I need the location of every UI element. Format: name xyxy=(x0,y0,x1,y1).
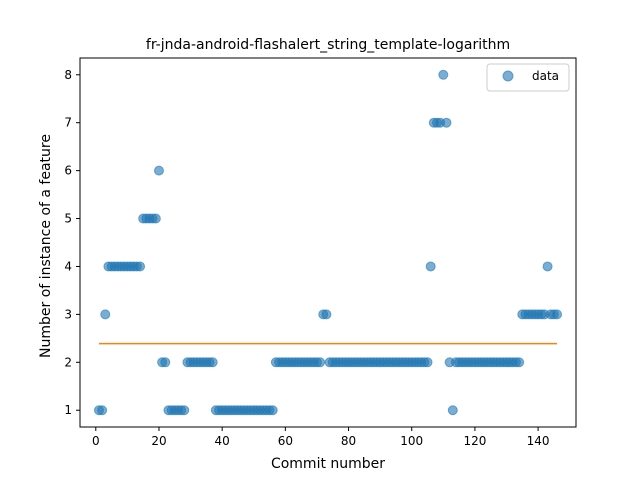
legend-label-data: data xyxy=(532,69,559,83)
data-point xyxy=(552,309,563,320)
x-tick-label: 140 xyxy=(527,434,550,448)
data-point xyxy=(153,165,164,176)
data-point xyxy=(135,261,146,272)
points-layer xyxy=(93,69,563,416)
y-tick-label: 2 xyxy=(64,355,72,369)
data-point xyxy=(150,213,161,224)
x-tick-label: 120 xyxy=(463,434,486,448)
data-point xyxy=(179,405,190,416)
x-axis-label: Commit number xyxy=(271,456,385,472)
data-point xyxy=(447,405,458,416)
chart-title: fr-jnda-android-flashalert_string_templa… xyxy=(146,37,510,53)
y-tick-label: 1 xyxy=(64,403,72,417)
data-point xyxy=(160,357,171,368)
plot-area: 0 20 40 60 80 100 120 140 1 2 3 4 5 6 7 8 xyxy=(64,57,577,448)
x-tick-label: 60 xyxy=(278,434,293,448)
data-point xyxy=(422,357,433,368)
x-tick-label: 40 xyxy=(215,434,230,448)
data-point xyxy=(514,357,525,368)
legend-marker-data xyxy=(502,70,514,82)
y-tick-label: 6 xyxy=(64,164,72,178)
data-point xyxy=(315,357,326,368)
x-axis-ticks: 0 20 40 60 80 100 120 140 xyxy=(92,427,550,448)
data-point xyxy=(438,69,449,80)
data-point xyxy=(542,261,553,272)
axes-frame xyxy=(79,57,577,428)
x-tick-label: 0 xyxy=(92,434,100,448)
data-point xyxy=(267,405,278,416)
data-point xyxy=(321,309,332,320)
y-tick-label: 8 xyxy=(64,68,72,82)
x-tick-label: 20 xyxy=(151,434,166,448)
x-tick-label: 100 xyxy=(400,434,423,448)
y-tick-label: 5 xyxy=(64,212,72,226)
data-point xyxy=(425,261,436,272)
data-point xyxy=(207,357,218,368)
legend: data xyxy=(486,63,570,92)
y-tick-label: 7 xyxy=(64,116,72,130)
y-axis-label: Number of instance of a feature xyxy=(38,134,54,358)
data-point xyxy=(97,405,108,416)
y-tick-label: 4 xyxy=(64,259,72,273)
x-tick-label: 80 xyxy=(341,434,356,448)
data-point xyxy=(100,309,111,320)
y-tick-label: 3 xyxy=(64,307,72,321)
data-point xyxy=(441,117,452,128)
y-axis-ticks: 1 2 3 4 5 6 7 8 xyxy=(64,68,80,417)
